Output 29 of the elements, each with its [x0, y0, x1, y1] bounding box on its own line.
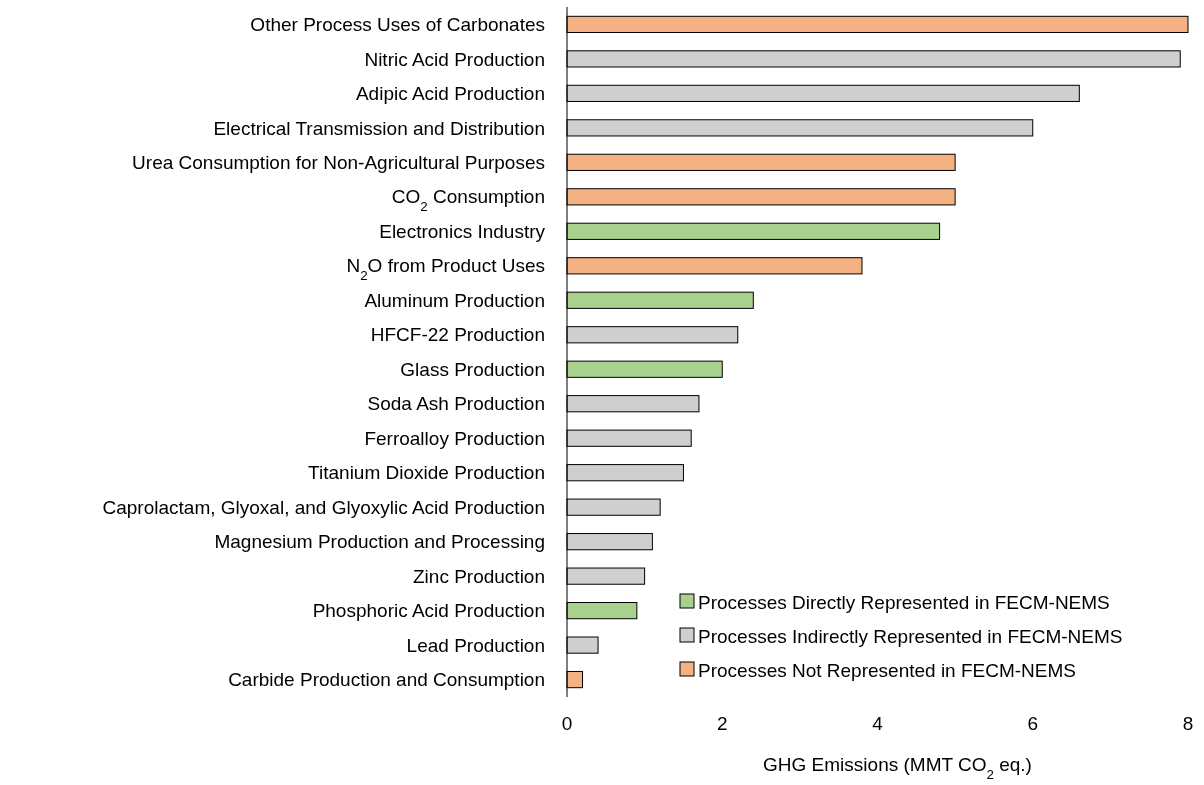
y-tick-label: Ferroalloy Production — [364, 427, 545, 449]
x-tick-label: 0 — [561, 713, 573, 734]
x-tick-label: 4 — [872, 713, 884, 734]
y-tick-label: Other Process Uses of Carbonates — [250, 14, 545, 36]
y-tick-label: N$_{2}$O from Product Uses — [346, 255, 545, 283]
y-tick-label: Adipic Acid Production — [355, 83, 545, 105]
y-tick-label: Glass Production — [400, 358, 545, 380]
x-tick-label: 2 — [716, 713, 728, 734]
y-tick-label: Lead Production — [406, 634, 545, 656]
y-tick-label: Titanium Dioxide Production — [308, 462, 545, 484]
y-tick-label: Nitric Acid Production — [364, 48, 545, 70]
y-tick-label: Aluminum Production — [364, 289, 545, 311]
y-tick-label: HFCF-22 Production — [370, 324, 545, 346]
y-tick-label: Magnesium Production and Processing — [214, 531, 545, 553]
x-tick-label: 6 — [1027, 713, 1039, 734]
legend-label: Processes Indirectly Represented in FECM-NEMS — [698, 625, 1123, 647]
y-tick-label: Carbide Production and Consumption — [228, 669, 545, 691]
y-tick-label: Electronics Industry — [379, 220, 546, 242]
y-tick-label: Zinc Production — [412, 565, 545, 587]
y-tick-label: Phosphoric Acid Production — [312, 600, 545, 622]
y-tick-label: Soda Ash Production — [367, 393, 545, 415]
x-axis-title: GHG Emissions (MMT CO$_{2}$ eq.) — [763, 754, 1032, 782]
y-tick-label: Electrical Transmission and Distribution — [213, 117, 545, 139]
x-tick-label: 8 — [1182, 713, 1194, 734]
y-tick-label: Urea Consumption for Non-Agricultural Purposes — [132, 151, 545, 173]
legend-label: Processes Directly Represented in FECM-NEMS — [698, 591, 1110, 613]
legend-label: Processes Not Represented in FECM-NEMS — [698, 659, 1077, 681]
y-tick-label: Caprolactam, Glyoxal, and Glyoxylic Acid Production — [102, 496, 545, 518]
y-tick-label: CO$_{2}$ Consumption — [391, 186, 545, 214]
